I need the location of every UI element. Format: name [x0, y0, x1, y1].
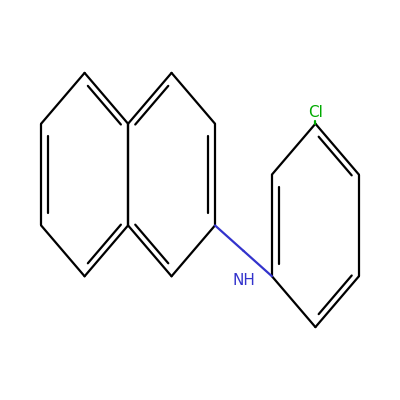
Text: NH: NH: [232, 273, 255, 288]
Text: Cl: Cl: [308, 105, 323, 120]
